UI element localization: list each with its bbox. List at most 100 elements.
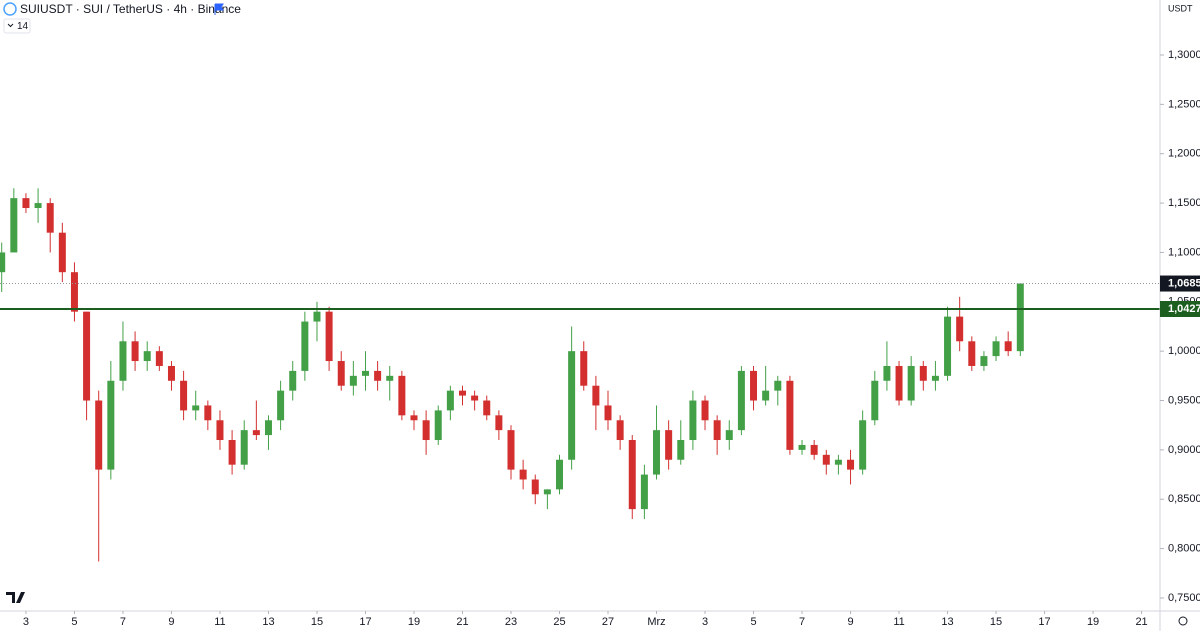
x-tick-label: 13 xyxy=(262,616,274,628)
candle-body xyxy=(786,380,794,450)
y-tick-label: 0,9000 xyxy=(1168,444,1200,456)
x-tick-label: 3 xyxy=(702,616,708,628)
flag-icon[interactable] xyxy=(214,3,224,15)
logo[interactable] xyxy=(6,592,25,603)
candle-body xyxy=(762,390,770,401)
candle-body xyxy=(725,430,733,441)
x-tick-label: 15 xyxy=(311,616,323,628)
candle-body xyxy=(277,390,285,421)
x-tick-label: 23 xyxy=(505,616,517,628)
candle-body xyxy=(167,365,175,381)
candle-body xyxy=(240,430,248,465)
x-tick-label: 13 xyxy=(941,616,953,628)
candle-body xyxy=(895,365,903,401)
candle-body xyxy=(10,198,18,253)
level-box xyxy=(1160,301,1200,318)
candle-body xyxy=(931,375,939,381)
candle-body xyxy=(483,400,491,416)
candle-body xyxy=(531,479,539,495)
x-tick-label: 3 xyxy=(23,616,29,628)
candle-body xyxy=(361,370,369,376)
last-price-label: 1,0685 xyxy=(1168,277,1200,289)
x-tick-label: 15 xyxy=(990,616,1002,628)
x-tick-label: 11 xyxy=(893,616,904,628)
candle-body xyxy=(847,459,855,470)
candle-body xyxy=(519,469,527,480)
x-tick-label: 21 xyxy=(456,616,468,628)
y-tick-label: 0,7500 xyxy=(1168,592,1200,604)
candle-body xyxy=(398,375,406,416)
x-tick-label: 5 xyxy=(750,616,756,628)
candle-body xyxy=(192,405,200,411)
candle-body xyxy=(883,365,891,381)
candle-body xyxy=(349,375,357,386)
y-tick-label: 0,8000 xyxy=(1168,543,1200,555)
candle-body xyxy=(46,203,54,233)
candle-body xyxy=(604,405,612,421)
y-tick-label: 0,8500 xyxy=(1168,493,1200,505)
candle-body xyxy=(822,454,830,465)
y-tick-label: 0,9500 xyxy=(1168,394,1200,406)
candle-body xyxy=(70,272,78,312)
candle-body xyxy=(980,356,988,366)
x-tick-label: Mrz xyxy=(647,616,665,628)
candle-body xyxy=(944,316,952,376)
settings-icon[interactable] xyxy=(1178,616,1188,626)
candle-body xyxy=(216,420,224,441)
y-tick-label: 1,1500 xyxy=(1168,197,1200,209)
x-tick-label: 17 xyxy=(359,616,371,628)
y-tick-label: 1,3000 xyxy=(1168,49,1200,61)
chart-title[interactable]: SUIUSDT · SUI / TetherUS · 4h · Binance xyxy=(20,2,241,16)
candle-body xyxy=(95,400,103,470)
candle-body xyxy=(204,405,212,421)
x-tick-label: 25 xyxy=(553,616,565,628)
candle-body xyxy=(252,430,260,436)
candle-body xyxy=(677,440,685,460)
candle-body xyxy=(907,365,915,401)
candle-body xyxy=(131,341,139,362)
candle-body xyxy=(119,341,127,381)
candle-body xyxy=(1016,283,1024,352)
candle-body xyxy=(919,365,927,381)
candle-body xyxy=(410,415,418,421)
candle-body xyxy=(180,380,188,411)
candle-body xyxy=(750,370,758,401)
candle-body xyxy=(992,341,1000,357)
candle-body xyxy=(810,444,818,455)
indicator-label[interactable]: 14 xyxy=(17,21,29,32)
candle-body xyxy=(653,430,661,475)
candle-body xyxy=(1004,341,1012,352)
candle-body xyxy=(386,375,394,381)
candle-body xyxy=(701,400,709,421)
candle-body xyxy=(264,420,272,436)
candle-body xyxy=(968,341,976,366)
candle-body xyxy=(956,316,964,342)
candle-body xyxy=(495,415,503,431)
candle-body xyxy=(301,321,309,371)
x-tick-label: 19 xyxy=(1087,616,1099,628)
candle-body xyxy=(689,400,697,441)
candle-body xyxy=(458,390,466,396)
y-tick-label: 1,1000 xyxy=(1168,246,1200,258)
candle-body xyxy=(628,440,636,510)
candle-body xyxy=(325,311,333,362)
candle-body xyxy=(471,395,479,401)
x-tick-label: 5 xyxy=(71,616,77,628)
candle-body xyxy=(155,351,163,366)
candle-body xyxy=(313,311,321,322)
candle-body xyxy=(22,198,30,209)
indicator-box[interactable] xyxy=(3,18,31,34)
candle-body xyxy=(289,370,297,391)
candle-body xyxy=(143,351,151,362)
plot-area xyxy=(0,188,1160,562)
last-price-box xyxy=(1160,275,1200,292)
candle-body xyxy=(556,459,564,490)
y-tick-label: 1,2500 xyxy=(1168,98,1200,110)
y-tick-label: 1,0000 xyxy=(1168,345,1200,357)
candle-body xyxy=(446,390,454,411)
candle-body xyxy=(871,380,879,421)
chevron-icon[interactable] xyxy=(7,23,14,28)
candle-body xyxy=(616,420,624,441)
x-tick-label: 27 xyxy=(602,616,614,628)
